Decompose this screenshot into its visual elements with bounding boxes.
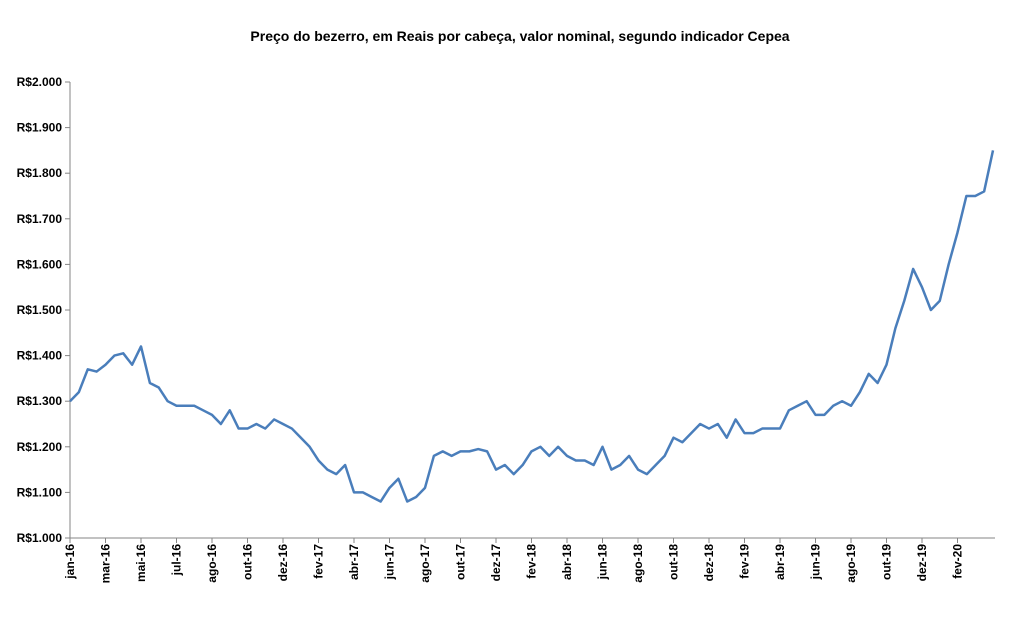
x-tick-label: dez-19 (915, 544, 929, 582)
x-tick-label: dez-17 (489, 544, 503, 582)
x-tick-label: out-19 (880, 544, 894, 580)
x-tick-label: fev-18 (525, 544, 539, 579)
x-tick-label: jun-17 (383, 544, 397, 581)
y-tick-label: R$1.300 (17, 394, 63, 408)
x-tick-label: fev-19 (738, 544, 752, 579)
x-tick-label: out-16 (241, 544, 255, 580)
x-tick-label: mar-16 (99, 544, 113, 584)
y-tick-label: R$1.400 (17, 349, 63, 363)
y-tick-label: R$1.900 (17, 121, 63, 135)
x-tick-label: ago-17 (418, 544, 432, 583)
x-tick-label: fev-17 (312, 544, 326, 579)
x-tick-label: out-17 (454, 544, 468, 580)
x-tick-label: jun-18 (596, 544, 610, 581)
y-tick-label: R$2.000 (17, 75, 63, 89)
x-tick-label: fev-20 (951, 544, 965, 579)
y-tick-label: R$1.600 (17, 257, 63, 271)
x-tick-label: jul-16 (170, 544, 184, 577)
y-tick-label: R$1.100 (17, 485, 63, 499)
x-tick-label: abr-17 (347, 544, 361, 580)
series-line (69, 150, 995, 503)
x-tick-label: ago-18 (631, 544, 645, 583)
y-tick-label: R$1.200 (17, 440, 63, 454)
y-tick-label: R$1.700 (17, 212, 63, 226)
x-tick-label: abr-19 (773, 544, 787, 580)
y-tick-label: R$1.000 (17, 531, 63, 545)
x-tick-label: mai-16 (134, 544, 148, 582)
x-tick-label: abr-18 (560, 544, 574, 580)
x-tick-label: ago-16 (205, 544, 219, 583)
chart-title: Preço do bezerro, em Reais por cabeça, v… (250, 28, 789, 44)
y-tick-label: R$1.500 (17, 303, 63, 317)
x-tick-label: dez-16 (276, 544, 290, 582)
x-tick-label: dez-18 (702, 544, 716, 582)
y-tick-label: R$1.800 (17, 166, 63, 180)
x-tick-label: jun-19 (809, 544, 823, 581)
x-tick-label: out-18 (667, 544, 681, 580)
x-tick-label: ago-19 (844, 544, 858, 583)
x-tick-label: jan-16 (63, 544, 77, 580)
